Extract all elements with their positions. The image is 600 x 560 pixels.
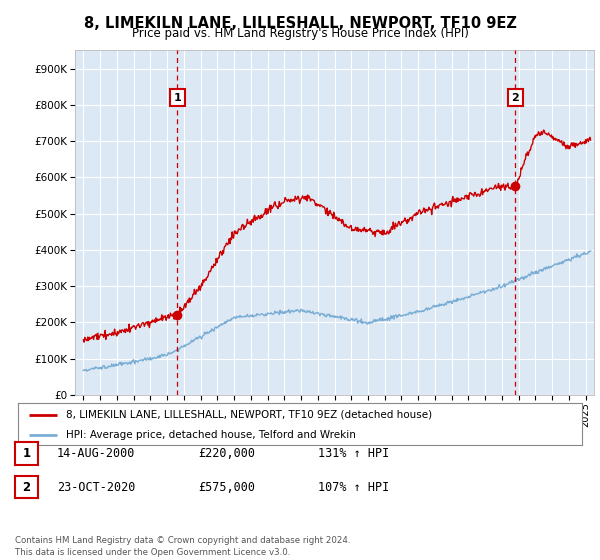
Text: HPI: Average price, detached house, Telford and Wrekin: HPI: Average price, detached house, Telf…: [66, 430, 356, 440]
Text: 107% ↑ HPI: 107% ↑ HPI: [318, 480, 389, 494]
Text: Contains HM Land Registry data © Crown copyright and database right 2024.
This d: Contains HM Land Registry data © Crown c…: [15, 536, 350, 557]
Text: Price paid vs. HM Land Registry's House Price Index (HPI): Price paid vs. HM Land Registry's House …: [131, 27, 469, 40]
Text: 2: 2: [512, 92, 520, 102]
Text: 14-AUG-2000: 14-AUG-2000: [57, 447, 136, 460]
Text: £575,000: £575,000: [198, 480, 255, 494]
Text: £220,000: £220,000: [198, 447, 255, 460]
Text: 2: 2: [22, 480, 31, 494]
Text: 8, LIMEKILN LANE, LILLESHALL, NEWPORT, TF10 9EZ (detached house): 8, LIMEKILN LANE, LILLESHALL, NEWPORT, T…: [66, 410, 432, 420]
Text: 23-OCT-2020: 23-OCT-2020: [57, 480, 136, 494]
Text: 1: 1: [173, 92, 181, 102]
Text: 1: 1: [22, 447, 31, 460]
Text: 8, LIMEKILN LANE, LILLESHALL, NEWPORT, TF10 9EZ: 8, LIMEKILN LANE, LILLESHALL, NEWPORT, T…: [83, 16, 517, 31]
Text: 131% ↑ HPI: 131% ↑ HPI: [318, 447, 389, 460]
